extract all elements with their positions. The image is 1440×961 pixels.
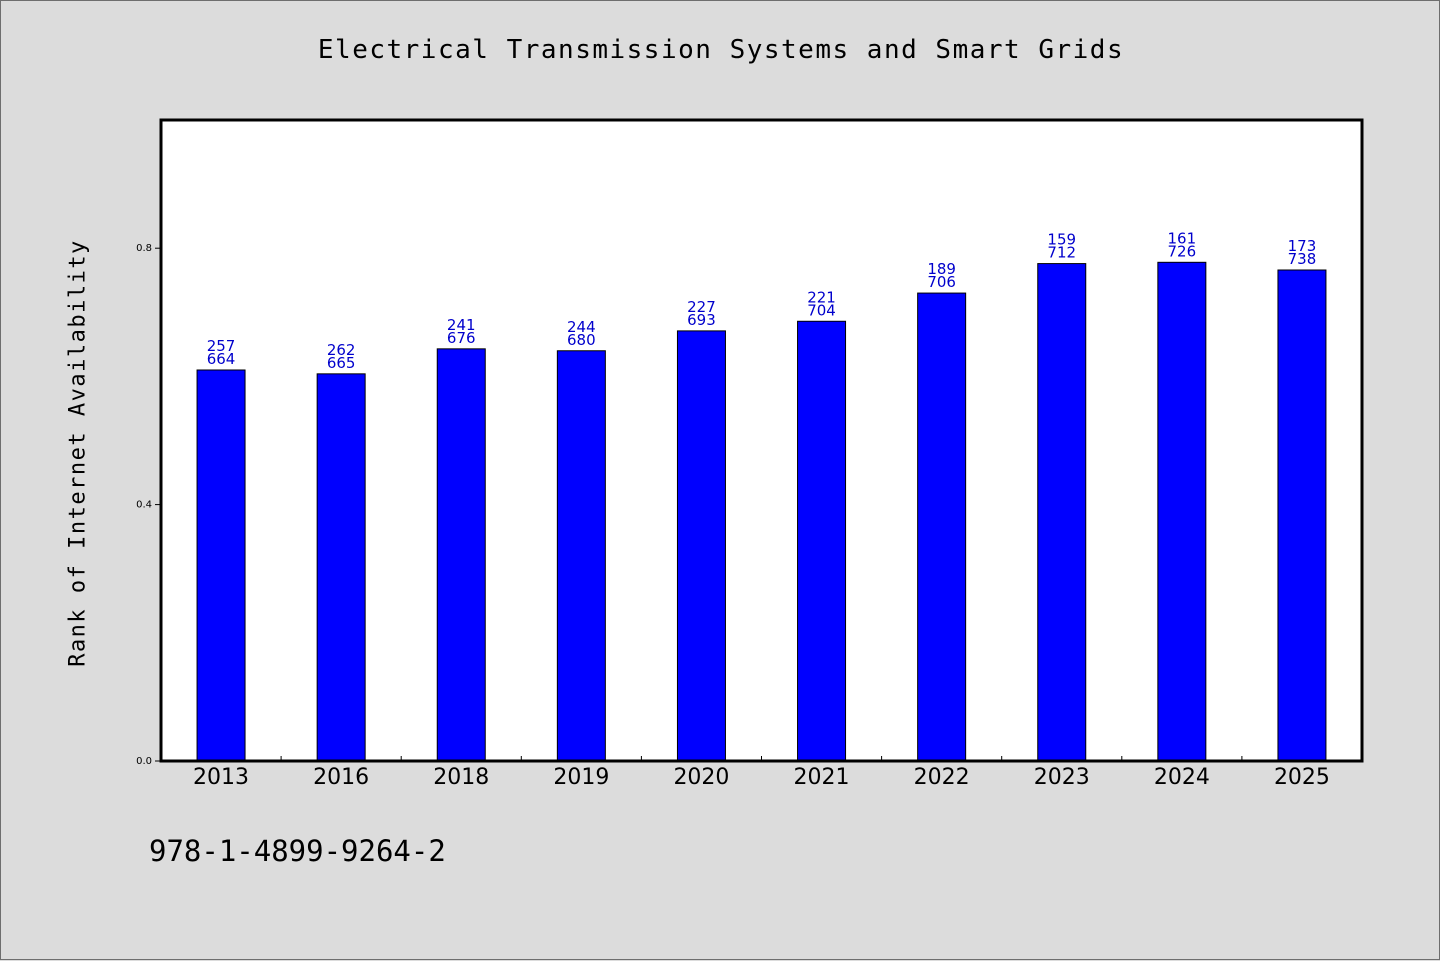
bar-label-lower: 704 (807, 301, 836, 319)
bar-label-lower: 676 (447, 329, 476, 347)
x-tick-label: 2021 (794, 765, 850, 790)
isbn-text: 978-1-4899-9264-2 (149, 834, 446, 868)
bar-label-upper: 161 (1168, 229, 1197, 247)
bar-2025 (1277, 269, 1327, 762)
bar-2019 (556, 350, 606, 762)
axis-layer: 2013 2016 2018 2019 2020 2021 2022 2023 2024 2025… (136, 243, 1330, 790)
bar-label-upper: 257 (207, 337, 236, 355)
x-tick-label: 2024 (1154, 765, 1210, 790)
bar-label-upper: 189 (927, 260, 956, 278)
bar-2018 (436, 348, 486, 762)
bar-label-lower: 706 (927, 273, 956, 291)
bar-2021 (797, 320, 847, 762)
y-tick-label: 0.0 (136, 756, 152, 767)
x-tick-label: 2013 (193, 765, 249, 790)
x-tick-label: 2025 (1274, 765, 1330, 790)
bar-label-lower: 664 (207, 350, 236, 368)
bar-2024 (1157, 261, 1207, 762)
bar-label-lower: 712 (1047, 244, 1076, 262)
bars-layer: 2576642626652416762446802276932217041897… (196, 229, 1327, 762)
bar-label-upper: 241 (447, 316, 476, 334)
plot-border (159, 118, 1364, 763)
bar-label-upper: 262 (327, 341, 356, 359)
y-tick-label: 0.8 (136, 243, 152, 254)
x-tick-label: 2020 (673, 765, 729, 790)
bar-2016 (316, 373, 366, 762)
bar-label-upper: 173 (1288, 237, 1317, 255)
x-tick-label: 2023 (1034, 765, 1090, 790)
bar-label-upper: 227 (687, 298, 716, 316)
bar-2013 (196, 369, 246, 762)
bar-label-upper: 244 (567, 318, 596, 336)
x-tick-label: 2016 (313, 765, 369, 790)
x-tick-label: 2019 (553, 765, 609, 790)
x-tick-label: 2018 (433, 765, 489, 790)
bar-label-upper: 221 (807, 288, 836, 306)
bar-label-lower: 738 (1288, 250, 1317, 268)
chart-title: Electrical Transmission Systems and Smar… (317, 35, 1125, 65)
x-tick-label: 2022 (914, 765, 970, 790)
bar-label-lower: 726 (1168, 242, 1197, 260)
y-tick-label: 0.4 (136, 500, 152, 511)
bar-2023 (1037, 263, 1087, 762)
bar-label-lower: 665 (327, 354, 356, 372)
bar-label-lower: 680 (567, 331, 596, 349)
bar-label-upper: 159 (1047, 231, 1076, 249)
bar-2020 (676, 330, 726, 762)
bar-2022 (917, 292, 967, 762)
bar-label-lower: 693 (687, 311, 716, 329)
